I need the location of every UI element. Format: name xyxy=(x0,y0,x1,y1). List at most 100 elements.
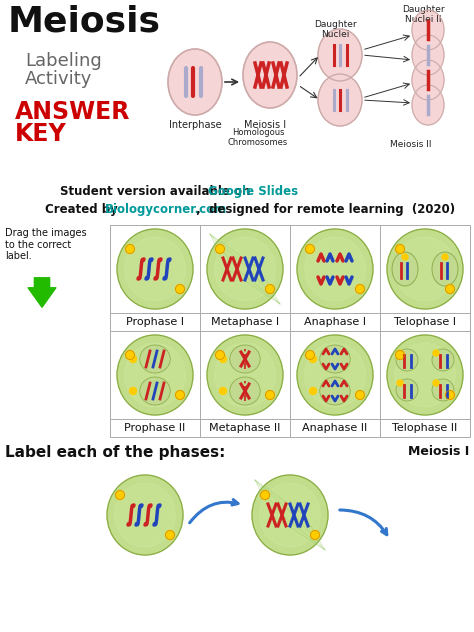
FancyArrowPatch shape xyxy=(28,278,56,307)
Circle shape xyxy=(433,380,439,386)
Text: Google Slides: Google Slides xyxy=(208,185,298,198)
Ellipse shape xyxy=(125,237,185,301)
Ellipse shape xyxy=(318,29,362,81)
Circle shape xyxy=(433,350,439,356)
Text: Meiosis I: Meiosis I xyxy=(244,120,286,130)
Text: Homologous
Chromosomes: Homologous Chromosomes xyxy=(228,128,288,147)
Ellipse shape xyxy=(432,349,454,371)
Circle shape xyxy=(397,350,403,356)
Ellipse shape xyxy=(140,377,170,405)
Circle shape xyxy=(306,245,315,253)
Text: Interphase: Interphase xyxy=(169,120,221,130)
Circle shape xyxy=(442,254,448,260)
Text: Metaphase I: Metaphase I xyxy=(211,317,279,327)
Text: Meiosis: Meiosis xyxy=(8,5,161,39)
Circle shape xyxy=(219,387,227,394)
Circle shape xyxy=(395,245,404,253)
Ellipse shape xyxy=(230,345,260,373)
Ellipse shape xyxy=(230,377,260,405)
Text: Meiosis I: Meiosis I xyxy=(408,445,469,458)
Ellipse shape xyxy=(394,343,456,407)
Text: Labeling: Labeling xyxy=(25,52,102,70)
Circle shape xyxy=(395,351,404,360)
Ellipse shape xyxy=(432,252,458,286)
Text: Metaphase II: Metaphase II xyxy=(210,423,281,433)
Circle shape xyxy=(265,391,274,399)
Circle shape xyxy=(129,355,137,363)
Ellipse shape xyxy=(432,379,454,401)
Ellipse shape xyxy=(396,349,418,371)
Ellipse shape xyxy=(305,343,365,407)
Text: ANSWER: ANSWER xyxy=(15,100,130,124)
Circle shape xyxy=(265,284,274,293)
Ellipse shape xyxy=(115,483,175,547)
Ellipse shape xyxy=(297,229,373,309)
Text: Daughter
Nuclei: Daughter Nuclei xyxy=(314,20,356,39)
Ellipse shape xyxy=(252,475,328,555)
Circle shape xyxy=(310,355,317,363)
Text: Created by: Created by xyxy=(45,203,126,216)
Circle shape xyxy=(216,351,225,360)
Circle shape xyxy=(129,387,137,394)
Circle shape xyxy=(446,284,455,293)
Ellipse shape xyxy=(412,10,444,50)
Ellipse shape xyxy=(260,483,320,547)
Ellipse shape xyxy=(320,345,350,373)
Ellipse shape xyxy=(215,237,275,301)
Ellipse shape xyxy=(117,335,193,415)
Ellipse shape xyxy=(297,335,373,415)
Text: KEY: KEY xyxy=(15,122,67,146)
Text: Biologycorner.com: Biologycorner.com xyxy=(105,203,227,216)
Circle shape xyxy=(175,391,184,399)
Circle shape xyxy=(402,254,408,260)
Ellipse shape xyxy=(207,229,283,309)
Text: Meiosis II: Meiosis II xyxy=(390,140,431,149)
Ellipse shape xyxy=(412,35,444,75)
Ellipse shape xyxy=(117,229,193,309)
Ellipse shape xyxy=(305,237,365,301)
Circle shape xyxy=(306,351,315,360)
Circle shape xyxy=(310,530,319,540)
Ellipse shape xyxy=(168,49,222,115)
Circle shape xyxy=(175,284,184,293)
Circle shape xyxy=(397,380,403,386)
Ellipse shape xyxy=(215,343,275,407)
Ellipse shape xyxy=(320,377,350,405)
Circle shape xyxy=(116,490,125,499)
Ellipse shape xyxy=(125,343,185,407)
Ellipse shape xyxy=(394,237,456,301)
Text: Anaphase I: Anaphase I xyxy=(304,317,366,327)
Ellipse shape xyxy=(207,335,283,415)
Circle shape xyxy=(126,245,135,253)
Text: Label each of the phases:: Label each of the phases: xyxy=(5,445,225,460)
Text: Anaphase II: Anaphase II xyxy=(302,423,368,433)
Ellipse shape xyxy=(387,229,463,309)
Circle shape xyxy=(126,351,135,360)
Ellipse shape xyxy=(140,345,170,373)
Circle shape xyxy=(310,387,317,394)
Circle shape xyxy=(165,530,174,540)
Circle shape xyxy=(356,284,365,293)
Text: ,  designed for remote learning  (2020): , designed for remote learning (2020) xyxy=(191,203,455,216)
Circle shape xyxy=(216,245,225,253)
Text: Activity: Activity xyxy=(25,70,92,88)
Text: Student version available on: Student version available on xyxy=(60,185,255,198)
Ellipse shape xyxy=(392,252,418,286)
Text: Prophase II: Prophase II xyxy=(124,423,186,433)
Circle shape xyxy=(219,355,227,363)
Bar xyxy=(110,225,470,437)
Text: Drag the images
to the correct
label.: Drag the images to the correct label. xyxy=(5,228,87,261)
Circle shape xyxy=(446,391,455,399)
Ellipse shape xyxy=(412,60,444,100)
Circle shape xyxy=(261,490,270,499)
Ellipse shape xyxy=(412,85,444,125)
Text: Daughter
Nuclei II: Daughter Nuclei II xyxy=(401,5,444,25)
Ellipse shape xyxy=(107,475,183,555)
Text: Telophase I: Telophase I xyxy=(394,317,456,327)
Ellipse shape xyxy=(243,42,297,108)
Circle shape xyxy=(356,391,365,399)
Text: Telophase II: Telophase II xyxy=(392,423,457,433)
Ellipse shape xyxy=(387,335,463,415)
Ellipse shape xyxy=(396,379,418,401)
Text: Prophase I: Prophase I xyxy=(126,317,184,327)
